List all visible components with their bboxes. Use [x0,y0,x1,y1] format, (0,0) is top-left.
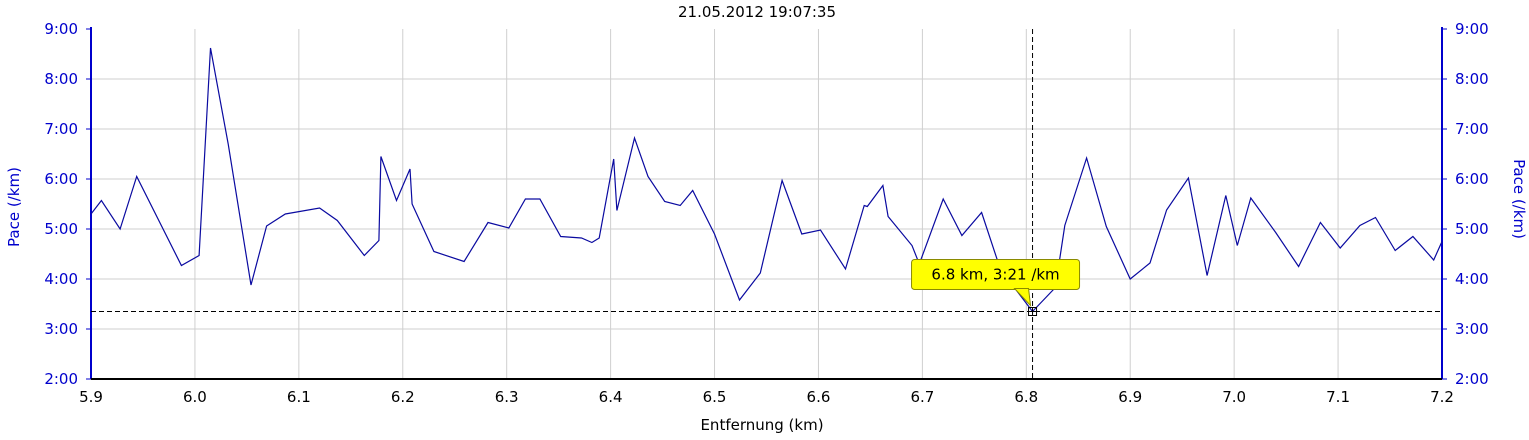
y-tick-label-left: 3:00 [44,320,78,338]
y-tick-label-left: 8:00 [44,70,78,88]
x-tick-label: 6.6 [807,388,831,406]
y-tick-label-left: 2:00 [44,370,78,388]
crosshair [91,29,1442,379]
x-tick-label: 6.5 [703,388,727,406]
y-tick-label-right: 4:00 [1455,270,1489,288]
x-tick-label: 6.7 [910,388,934,406]
y-tick-label-left: 9:00 [44,20,78,38]
y-tick-label-left: 6:00 [44,170,78,188]
x-tick-label: 6.1 [287,388,311,406]
y-tick-label-left: 4:00 [44,270,78,288]
x-tick-label: 7.1 [1326,388,1350,406]
y-tick-label-left: 5:00 [44,220,78,238]
x-tick-label: 6.0 [183,388,207,406]
y-tick-label-right: 9:00 [1455,20,1489,38]
chart-title: 21.05.2012 19:07:35 [678,3,836,21]
x-tick-label: 7.2 [1430,388,1454,406]
tooltip-pointer [1013,288,1032,307]
axes [86,27,1447,380]
x-axis-title: Entfernung (km) [700,416,823,434]
y-tick-label-right: 8:00 [1455,70,1489,88]
y-axis-title-right: Pace (/km) [1510,159,1528,239]
grid [91,29,1442,379]
y-tick-label-right: 2:00 [1455,370,1489,388]
pace-series-line[interactable] [90,47,1443,313]
y-tick-label-right: 7:00 [1455,120,1489,138]
tooltip-text: 6.8 km, 3:21 /km [931,266,1059,284]
y-tick-label-right: 6:00 [1455,170,1489,188]
y-axis-title-left: Pace (/km) [5,167,23,247]
tick-labels: 5.9 6.0 6.1 6.2 6.3 6.4 6.5 6.6 6.7 6.8 6.9 7.0 7.1 7… [44,20,1488,406]
tooltip: 6.8 km, 3:21 /km [911,259,1081,307]
x-tick-label: 6.4 [599,388,623,406]
y-tick-label-left: 7:00 [44,120,78,138]
x-tick-label: 6.9 [1118,388,1142,406]
tooltip-box [911,259,1081,290]
y-tick-label-right: 5:00 [1455,220,1489,238]
y-tick-label-right: 3:00 [1455,320,1489,338]
x-tick-label: 6.3 [495,388,519,406]
x-tick-label: 6.8 [1014,388,1038,406]
x-tick-label: 7.0 [1222,388,1246,406]
series-layer[interactable] [90,47,1443,313]
x-tick-label: 6.2 [391,388,415,406]
x-tick-label: 5.9 [79,388,103,406]
